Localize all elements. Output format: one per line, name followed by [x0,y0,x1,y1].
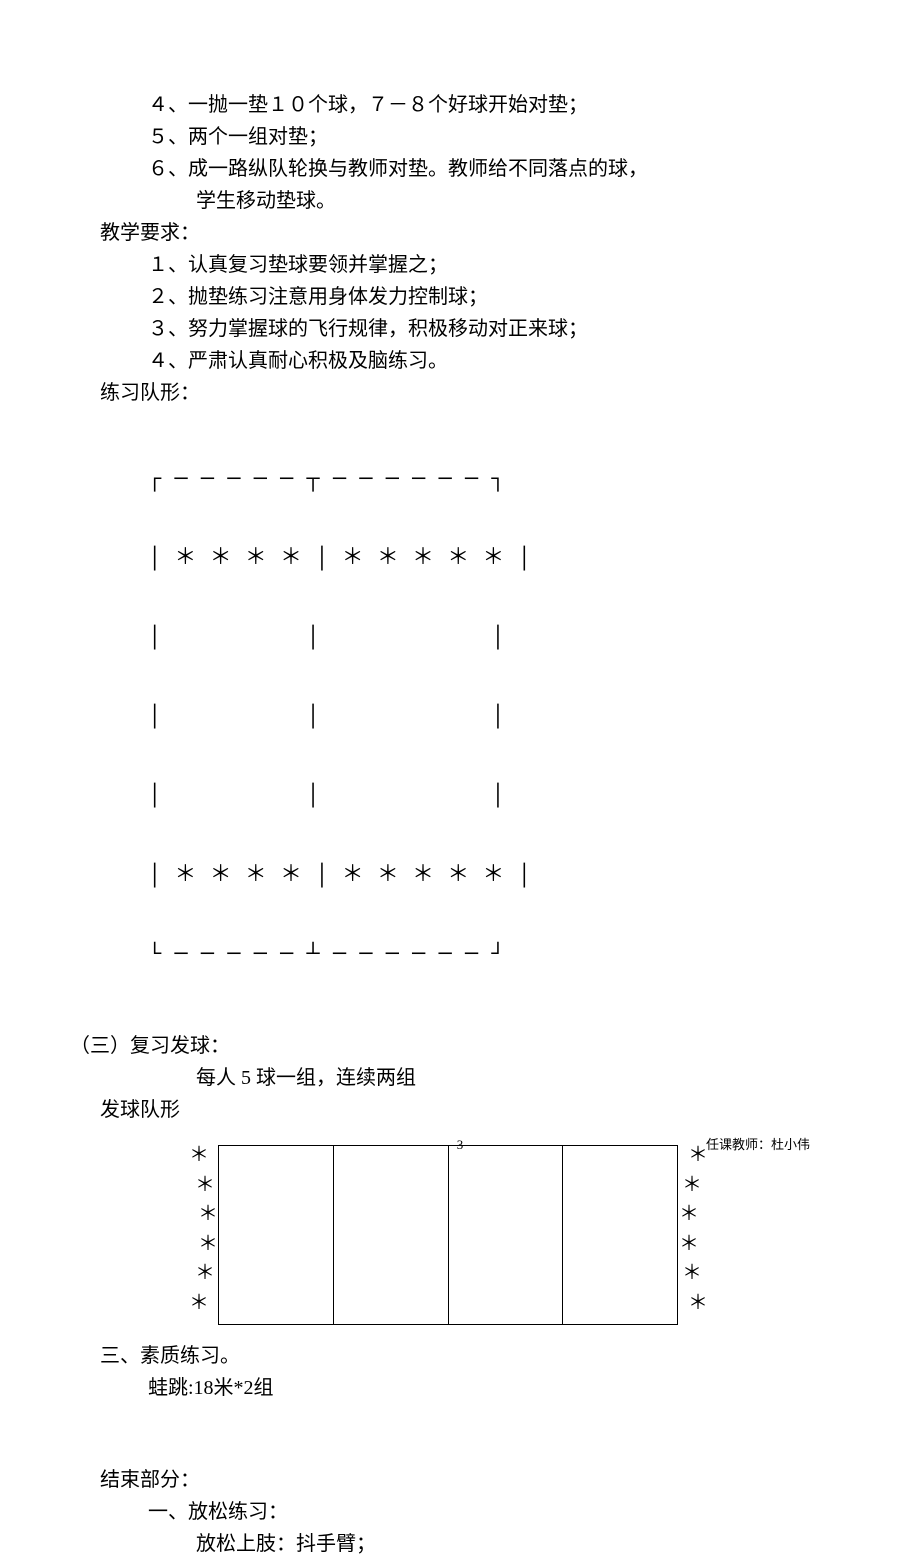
star-icon: ＊ [676,1265,708,1293]
quality-sub: 蛙跳:18米*2组 [100,1373,820,1403]
list-item-4: ４、一抛一垫１０个球，７－８个好球开始对垫； [100,90,820,120]
star-icon: ＊ [688,1295,708,1323]
quality-title: 三、素质练习。 [100,1341,820,1371]
req-1: １、认真复习垫球要领并掌握之； [100,250,820,280]
requirements-title: 教学要求： [100,218,820,248]
serve-formation-diagram: ＊ ＊ ＊ ＊ ＊ ＊ ＊ ＊ ＊ ＊ ＊ ＊ [190,1145,820,1325]
teacher-label: 任课教师：杜小伟 [706,1135,810,1155]
relax-title: 一、放松练习： [100,1497,820,1527]
relax-sub: 放松上肢：抖手臂； [100,1529,820,1559]
list-item-6a: ６、成一路纵队轮换与教师对垫。教师给不同落点的球， [100,154,820,184]
diagram-row: │ │ │ [148,783,820,809]
diagram-row: │ ＊ ＊ ＊ ＊ │ ＊ ＊ ＊ ＊ ＊ │ [148,546,820,572]
star-icon: ＊ [180,1147,218,1175]
list-item-6b: 学生移动垫球。 [100,186,820,216]
diagram-row: ┌ ─ ─ ─ ─ ─ ┬ ─ ─ ─ ─ ─ ─ ┐ [148,467,820,493]
req-4: ４、严肃认真耐心积极及脑练习。 [100,346,820,376]
court-cell [334,1146,449,1324]
star-icon: ＊ [180,1295,218,1323]
left-star-column: ＊ ＊ ＊ ＊ ＊ ＊ [190,1145,218,1325]
end-section-title: 结束部分： [100,1465,820,1495]
practice-formation-diagram: ┌ ─ ─ ─ ─ ─ ┬ ─ ─ ─ ─ ─ ─ ┐ │ ＊ ＊ ＊ ＊ │ … [148,414,820,1021]
court-box [218,1145,678,1325]
section-3-title: （三）复习发球： [70,1031,820,1061]
star-icon: ＊ [198,1206,218,1234]
formation-title: 练习队形： [100,378,820,408]
diagram-row: │ │ │ [148,625,820,651]
diagram-row: │ │ │ [148,704,820,730]
right-star-column: ＊ ＊ ＊ ＊ ＊ ＊ [678,1145,708,1325]
document-body: ４、一抛一垫１０个球，７－８个好球开始对垫； ５、两个一组对垫； ６、成一路纵队… [100,90,820,1559]
section-3-sub: 每人 5 球一组，连续两组 [100,1063,820,1093]
star-icon: ＊ [192,1265,218,1293]
star-icon: ＊ [670,1236,708,1264]
star-icon: ＊ [670,1206,708,1234]
page-number: 3 [457,1135,464,1155]
diagram-row: │ ＊ ＊ ＊ ＊ │ ＊ ＊ ＊ ＊ ＊ │ [148,863,820,889]
court-cell [563,1146,677,1324]
req-2: ２、抛垫练习注意用身体发力控制球； [100,282,820,312]
star-icon: ＊ [198,1236,218,1264]
serve-formation-label: 发球队形 [100,1095,820,1125]
req-3: ３、努力掌握球的飞行规律，积极移动对正来球； [100,314,820,344]
court-cell [449,1146,564,1324]
diagram-row: └ ─ ─ ─ ─ ─ ┴ ─ ─ ─ ─ ─ ─ ┘ [148,942,820,968]
court-cell [219,1146,334,1324]
list-item-5: ５、两个一组对垫； [100,122,820,152]
